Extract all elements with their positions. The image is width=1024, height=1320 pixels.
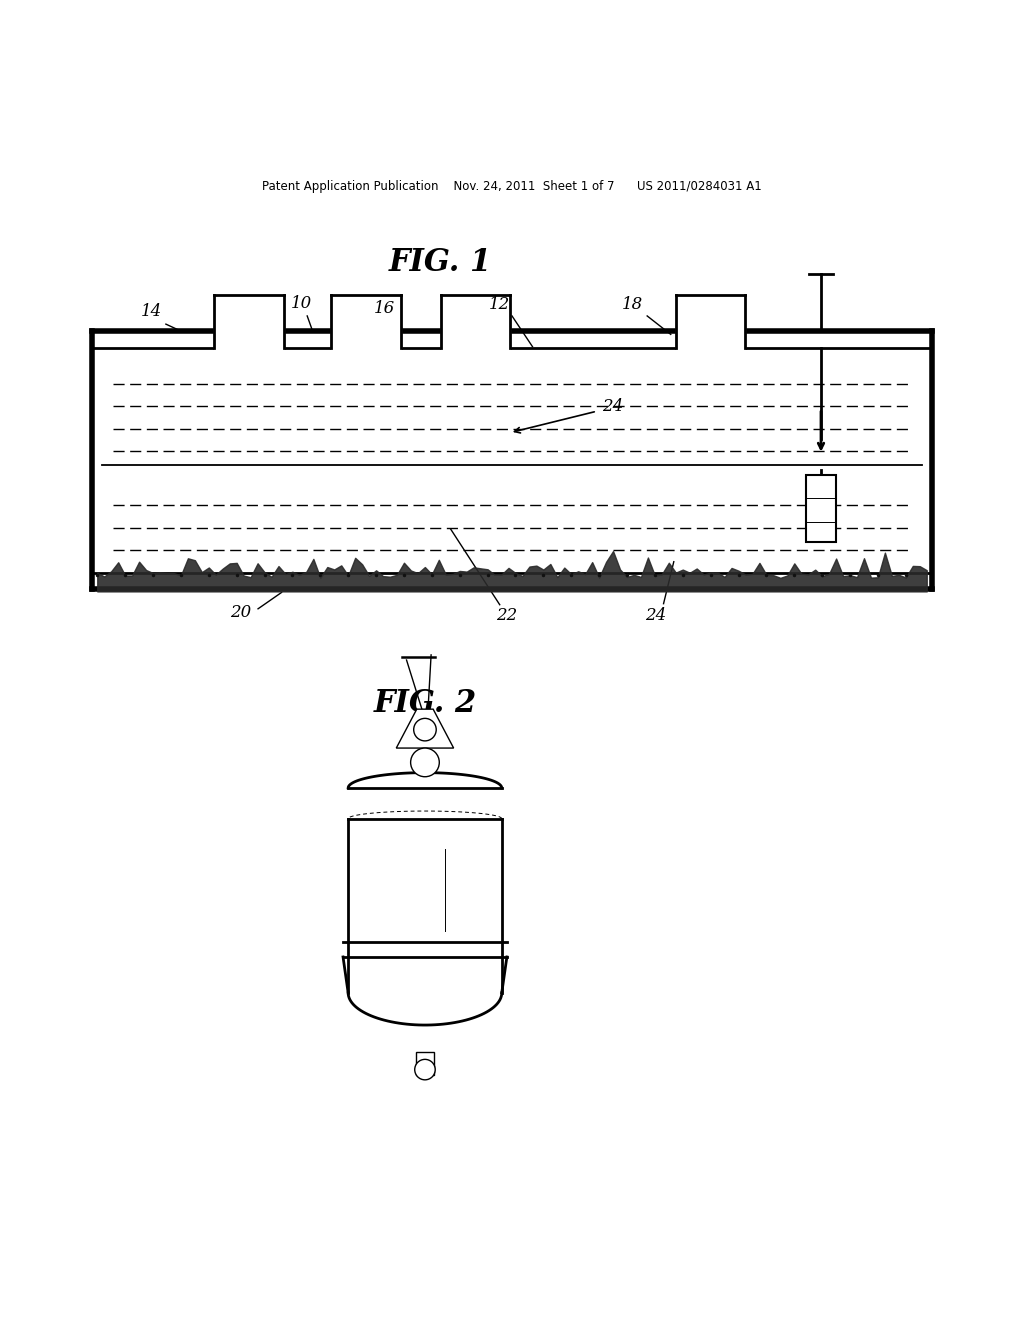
Circle shape <box>414 718 436 741</box>
Text: FIG. 2: FIG. 2 <box>374 688 476 718</box>
Bar <box>440 292 510 348</box>
Bar <box>332 292 401 348</box>
Text: Patent Application Publication    Nov. 24, 2011  Sheet 1 of 7      US 2011/02840: Patent Application Publication Nov. 24, … <box>262 181 762 194</box>
Text: 18: 18 <box>623 296 643 313</box>
Text: FIG. 1: FIG. 1 <box>389 247 492 279</box>
Bar <box>676 292 745 348</box>
Text: 22: 22 <box>497 607 517 624</box>
Text: 24: 24 <box>645 607 666 624</box>
Circle shape <box>411 748 439 776</box>
Text: 16: 16 <box>374 300 394 317</box>
Text: 20: 20 <box>230 605 251 622</box>
Text: 24: 24 <box>602 397 623 414</box>
Text: 14: 14 <box>141 304 162 321</box>
Bar <box>806 475 837 541</box>
Bar <box>214 292 284 348</box>
Text: 12: 12 <box>489 296 510 313</box>
Polygon shape <box>396 709 454 748</box>
Bar <box>416 1052 434 1074</box>
Text: 10: 10 <box>291 296 311 312</box>
Circle shape <box>415 1060 435 1080</box>
